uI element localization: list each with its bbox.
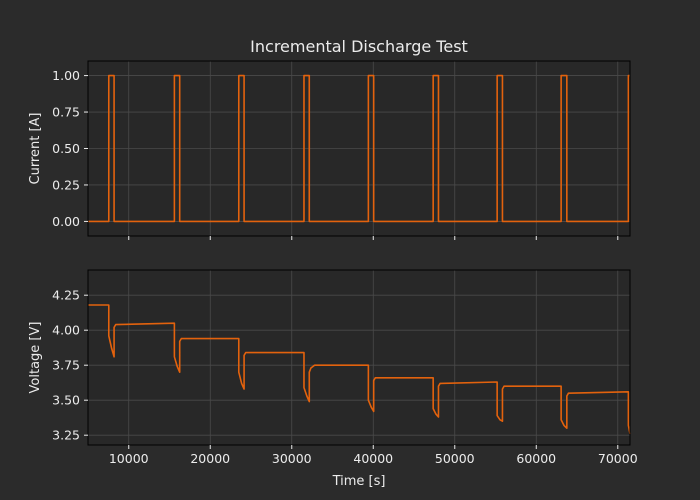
current-y-tick-label: 0.50 [52,141,80,156]
voltage-x-axis-label: Time [s] [332,474,386,489]
voltage-x-tick-label: 20000 [190,451,230,466]
voltage-series-line [88,304,631,434]
voltage-x-tick-label: 30000 [272,451,312,466]
voltage-y-axis-label: Voltage [V] [28,322,43,394]
chart-title: Incremental Discharge Test [250,37,468,56]
voltage-y-tick-label: 4.25 [52,288,80,303]
current-y-tick-label: 0.00 [52,214,80,229]
current-y-tick-label: 0.75 [52,105,80,120]
voltage-axes-frame [87,269,631,446]
voltage-y-tick-label: 3.25 [52,428,80,443]
voltage-y-tick-label: 4.00 [52,323,80,338]
voltage-x-tick-label: 60000 [516,451,556,466]
voltage-x-tick-label: 70000 [598,451,638,466]
voltage-x-tick-label: 50000 [435,451,475,466]
voltage-y-tick-label: 3.75 [52,358,80,373]
voltage-x-tick-label: 40000 [353,451,393,466]
voltage-x-tick-label: 10000 [109,451,149,466]
voltage-plot-area [88,270,630,445]
current-y-axis-label: Current [A] [28,113,43,185]
voltage-y-tick-label: 3.50 [52,393,80,408]
current-y-tick-label: 1.00 [52,68,80,83]
current-series-line [88,74,630,223]
current-y-tick-label: 0.25 [52,177,80,192]
